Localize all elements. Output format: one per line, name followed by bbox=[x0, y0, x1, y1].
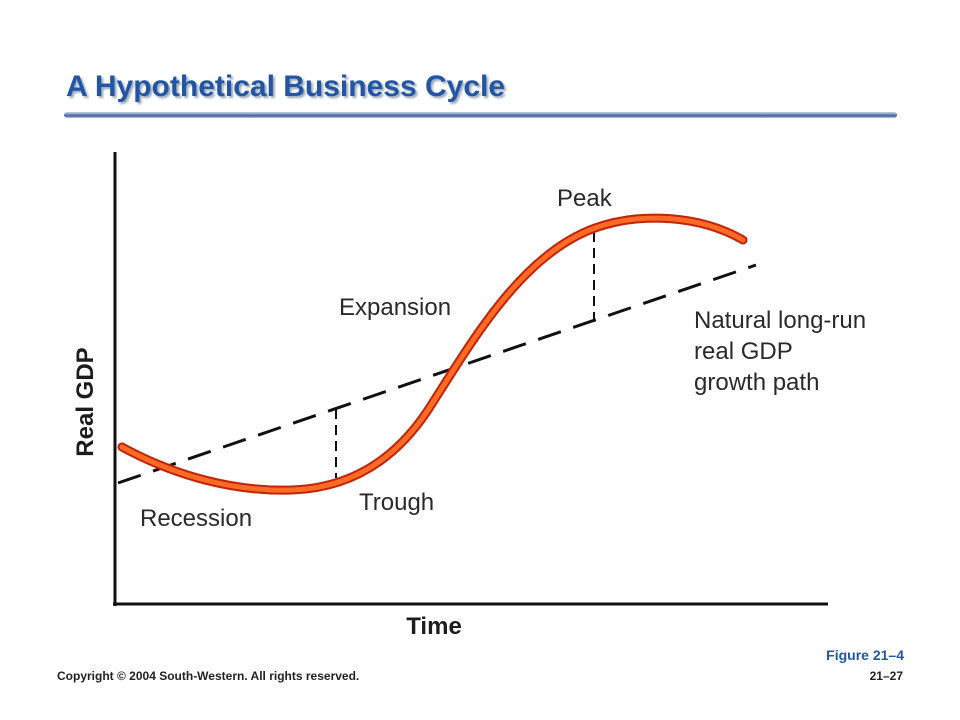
slide-title: A Hypothetical Business Cycle bbox=[66, 70, 506, 103]
figure-number: Figure 21–4 bbox=[826, 647, 904, 663]
y-axis-label: Real GDP bbox=[72, 347, 99, 456]
growth-path-label-line1: Natural long-run bbox=[694, 307, 866, 334]
natural-growth-path-line bbox=[117, 263, 757, 485]
title-underline bbox=[64, 112, 897, 118]
peak-label: Peak bbox=[557, 185, 613, 212]
business-cycle-curve bbox=[119, 215, 746, 493]
business-cycle-curve-outline bbox=[117, 213, 748, 495]
copyright-notice: Copyright © 2004 South-Western. All righ… bbox=[57, 669, 360, 683]
recession-label: Recession bbox=[140, 505, 252, 532]
expansion-label: Expansion bbox=[339, 294, 451, 321]
growth-path-label-line2: real GDP bbox=[694, 338, 793, 365]
trough-label: Trough bbox=[359, 489, 434, 516]
page-number: 21–27 bbox=[869, 669, 903, 683]
growth-path-label-line3: growth path bbox=[694, 369, 819, 396]
x-axis-label: Time bbox=[406, 613, 462, 640]
